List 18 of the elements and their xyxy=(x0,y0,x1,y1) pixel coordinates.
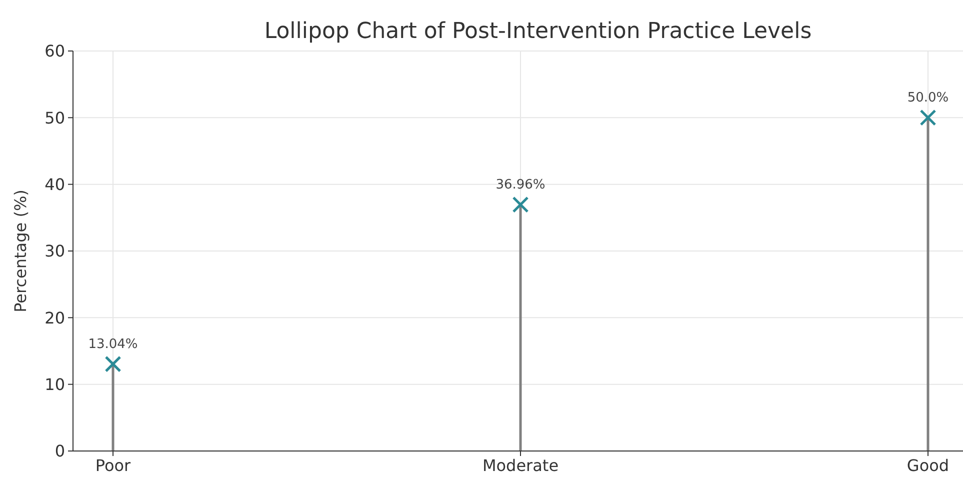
x-tick-label: Good xyxy=(906,456,950,475)
x-tick-label: Poor xyxy=(95,456,132,475)
point xyxy=(104,356,122,372)
point xyxy=(512,196,529,213)
y-tick-label: 40 xyxy=(44,174,65,194)
chart-title: Lollipop Chart of Post-Intervention Practice Levels xyxy=(264,19,812,44)
point xyxy=(920,109,936,126)
data-label: 50.0% xyxy=(907,90,949,106)
y-tick-label: 50 xyxy=(44,108,65,128)
y-tick-label: 0 xyxy=(54,442,65,461)
y-tick-label: 60 xyxy=(44,42,65,61)
y-tick-label: 30 xyxy=(44,242,65,261)
x-tick-label: Moderate xyxy=(482,456,559,475)
data-label: 13.04% xyxy=(88,337,138,352)
y-tick-label: 10 xyxy=(44,374,65,394)
y-axis-title: Percentage (%) xyxy=(11,190,30,312)
y-tick-label: 20 xyxy=(44,308,65,328)
data-label: 36.96% xyxy=(496,178,546,193)
